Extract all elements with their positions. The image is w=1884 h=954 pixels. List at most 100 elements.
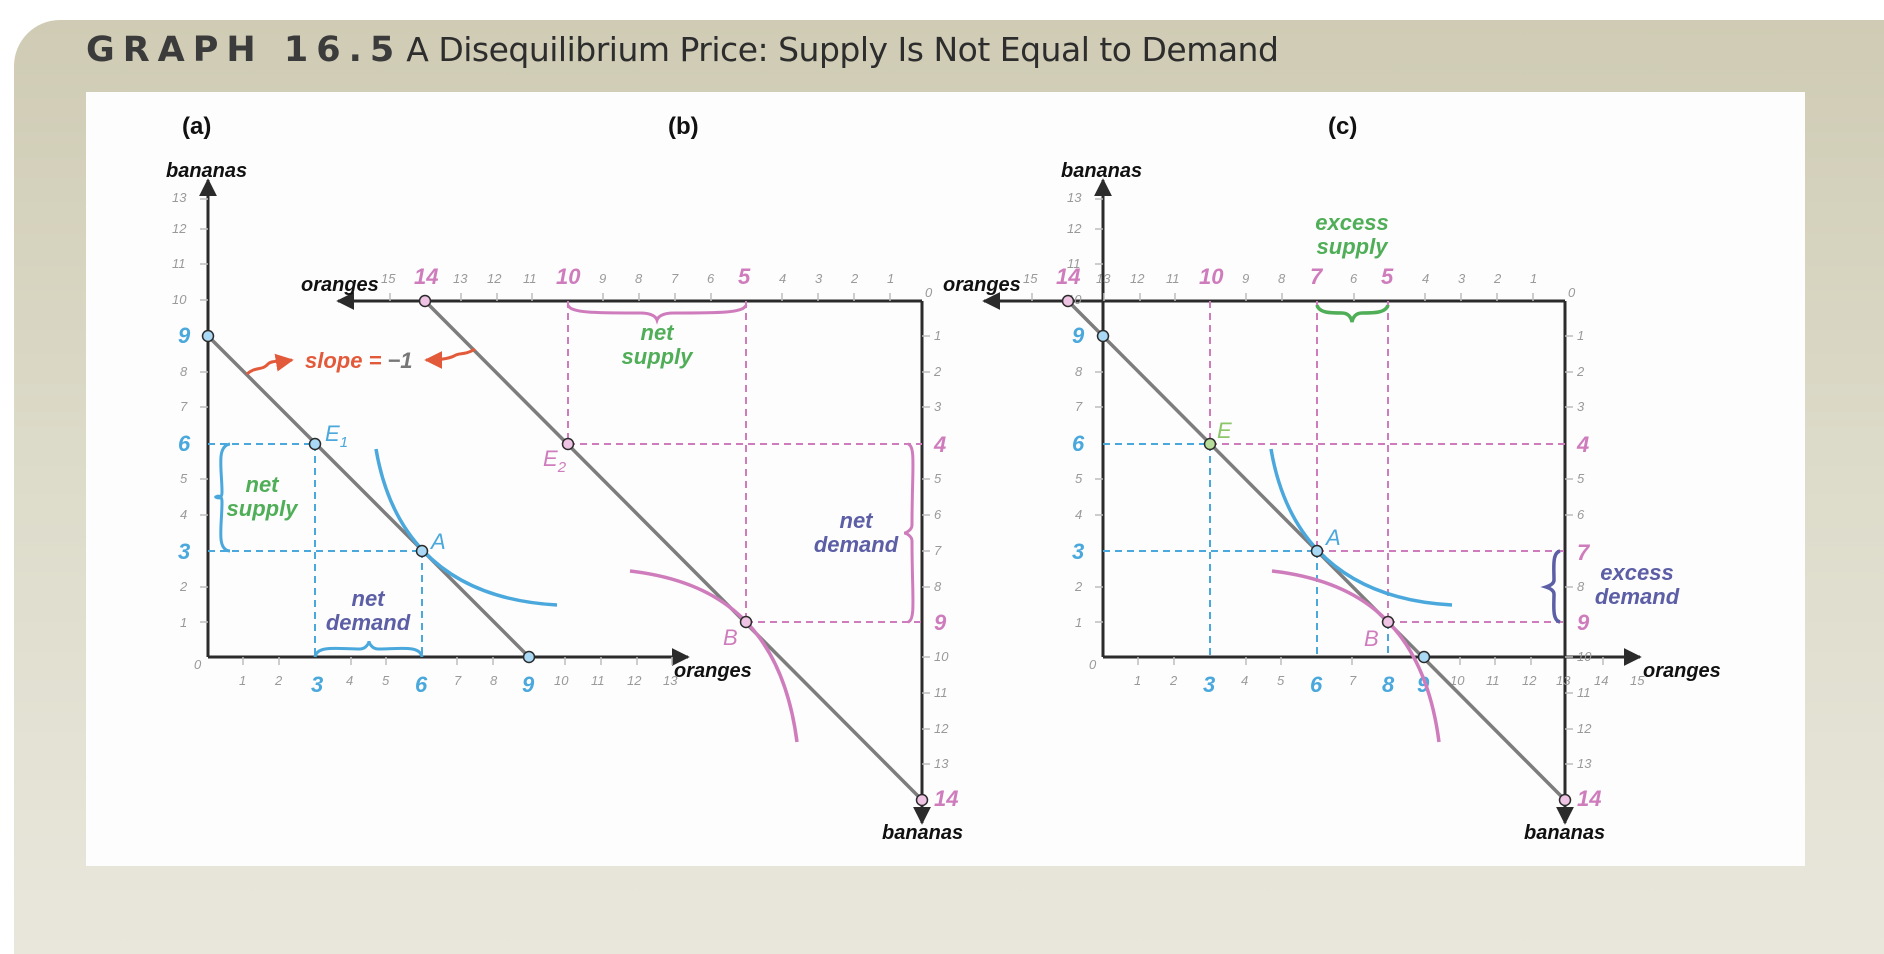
svg-text:6: 6 bbox=[707, 271, 715, 286]
svg-text:14: 14 bbox=[1577, 786, 1601, 811]
panel-c-point-E-label: E bbox=[1217, 418, 1232, 443]
svg-text:8: 8 bbox=[180, 364, 188, 379]
svg-text:7: 7 bbox=[1310, 264, 1324, 289]
svg-text:1: 1 bbox=[934, 328, 941, 343]
svg-text:9: 9 bbox=[1072, 323, 1085, 348]
svg-text:8: 8 bbox=[490, 673, 498, 688]
svg-text:14: 14 bbox=[414, 264, 438, 289]
panel-b-right-ticks: 1 2 3 4 5 6 7 8 9 10 11 12 13 14 bbox=[922, 328, 958, 811]
svg-text:5: 5 bbox=[1577, 471, 1585, 486]
svg-text:9: 9 bbox=[522, 672, 535, 697]
panel-c-points bbox=[1061, 294, 1572, 807]
svg-text:6: 6 bbox=[934, 507, 942, 522]
svg-text:14: 14 bbox=[1594, 673, 1608, 688]
svg-text:12: 12 bbox=[627, 673, 642, 688]
svg-text:8: 8 bbox=[1382, 672, 1395, 697]
svg-text:13: 13 bbox=[453, 271, 468, 286]
svg-text:13: 13 bbox=[1577, 756, 1592, 771]
svg-text:9: 9 bbox=[599, 271, 606, 286]
slope-arrow-left bbox=[246, 353, 294, 376]
svg-text:1: 1 bbox=[1577, 328, 1584, 343]
svg-text:7: 7 bbox=[180, 399, 188, 414]
svg-text:8: 8 bbox=[934, 579, 942, 594]
svg-text:11: 11 bbox=[1486, 673, 1500, 688]
panel-a-x-ticks: 1 2 3 4 5 6 7 8 9 10 11 12 13 bbox=[239, 657, 678, 697]
panel-c-bottom-ticks: 1 2 3 4 5 6 7 8 9 10 11 12 13 14 15 bbox=[1134, 657, 1645, 697]
svg-text:10: 10 bbox=[1199, 264, 1224, 289]
panel-a-net-supply-label-1: net bbox=[246, 472, 281, 497]
panel-a-net-supply-brace bbox=[214, 442, 231, 553]
svg-text:12: 12 bbox=[1067, 221, 1082, 236]
svg-text:5: 5 bbox=[1277, 673, 1285, 688]
panel-b-net-supply-brace bbox=[566, 304, 748, 325]
panel-b-net-demand-brace bbox=[903, 442, 915, 624]
svg-text:0: 0 bbox=[925, 285, 933, 300]
svg-text:12: 12 bbox=[1522, 673, 1537, 688]
svg-text:2: 2 bbox=[1074, 579, 1083, 594]
point-E2-label: E2 bbox=[543, 446, 567, 476]
panel-c-excess-demand-label-1: excess bbox=[1600, 560, 1673, 585]
panel-c-blue-indifference-curve bbox=[1269, 448, 1453, 607]
svg-text:12: 12 bbox=[487, 271, 502, 286]
graph-title: A Disequilibrium Price: Supply Is Not Eq… bbox=[406, 30, 1279, 69]
svg-text:3: 3 bbox=[934, 399, 942, 414]
svg-text:4: 4 bbox=[1241, 673, 1248, 688]
panel-c-excess-supply-label-1: excess bbox=[1315, 210, 1388, 235]
svg-text:4: 4 bbox=[1422, 271, 1429, 286]
svg-text:5: 5 bbox=[738, 264, 751, 289]
slope-arrow-right bbox=[424, 347, 476, 369]
panel-b-net-demand-label-2: demand bbox=[814, 532, 899, 557]
panel-c-pink-guides bbox=[1209, 301, 1565, 623]
panel-c-right-axis-name: bananas bbox=[1524, 822, 1605, 844]
panel-c-excess-supply-label-2: supply bbox=[1317, 234, 1390, 259]
svg-text:9: 9 bbox=[1577, 610, 1590, 635]
svg-text:3: 3 bbox=[1458, 271, 1466, 286]
svg-text:13: 13 bbox=[1556, 673, 1571, 688]
svg-text:4: 4 bbox=[1576, 432, 1589, 457]
svg-text:8: 8 bbox=[635, 271, 643, 286]
svg-text:0: 0 bbox=[194, 657, 202, 672]
svg-text:9: 9 bbox=[934, 610, 947, 635]
panel-b-net-demand-label-1: net bbox=[840, 508, 875, 533]
panel-c-left-axis-name: bananas bbox=[1061, 160, 1142, 182]
svg-text:11: 11 bbox=[1067, 256, 1081, 271]
svg-text:2: 2 bbox=[850, 271, 859, 286]
panel-b-indifference-curve bbox=[629, 569, 799, 743]
svg-text:0: 0 bbox=[1568, 285, 1576, 300]
svg-text:1: 1 bbox=[1530, 271, 1537, 286]
panel-a-y-axis-name: bananas bbox=[166, 160, 247, 182]
svg-text:12: 12 bbox=[1577, 721, 1592, 736]
graph-number: GRAPH 16.5 bbox=[86, 30, 403, 70]
svg-text:10: 10 bbox=[556, 264, 581, 289]
svg-text:1: 1 bbox=[887, 271, 894, 286]
slope-annotation: slope = −1 bbox=[305, 348, 413, 373]
diagram-panel: (a) (b) (c) bananas oranges oranges bana… bbox=[86, 92, 1805, 866]
panel-a-budget-line bbox=[206, 334, 531, 659]
svg-text:9: 9 bbox=[178, 323, 191, 348]
panel-c-right-ticks: 1 2 3 4 5 6 7 8 9 10 11 12 13 14 bbox=[1565, 328, 1601, 811]
svg-text:2: 2 bbox=[274, 673, 283, 688]
panel-b-right-axis-name: bananas bbox=[882, 822, 963, 844]
svg-text:1: 1 bbox=[1134, 673, 1141, 688]
svg-text:10: 10 bbox=[1450, 673, 1465, 688]
svg-text:2: 2 bbox=[1493, 271, 1502, 286]
svg-text:10: 10 bbox=[172, 292, 187, 307]
panel-b-top-ticks: 15 14 13 12 11 10 9 8 7 6 5 4 3 2 1 0 bbox=[381, 264, 933, 301]
svg-text:2: 2 bbox=[1576, 364, 1585, 379]
panel-b-label: (b) bbox=[668, 113, 699, 140]
svg-text:0: 0 bbox=[1089, 657, 1097, 672]
svg-text:11: 11 bbox=[1577, 685, 1591, 700]
svg-text:4: 4 bbox=[180, 507, 187, 522]
svg-text:6: 6 bbox=[1350, 271, 1358, 286]
panel-a-indifference-curve bbox=[374, 448, 558, 607]
svg-text:5: 5 bbox=[1075, 471, 1083, 486]
svg-text:10: 10 bbox=[934, 649, 949, 664]
svg-text:7: 7 bbox=[454, 673, 462, 688]
svg-text:11: 11 bbox=[172, 256, 186, 271]
svg-text:14: 14 bbox=[1056, 264, 1080, 289]
svg-text:9: 9 bbox=[1242, 271, 1249, 286]
svg-text:1: 1 bbox=[1075, 615, 1082, 630]
svg-text:6: 6 bbox=[1310, 672, 1323, 697]
panel-c-bottom-axis-name: oranges bbox=[1643, 660, 1721, 682]
svg-text:12: 12 bbox=[172, 221, 187, 236]
